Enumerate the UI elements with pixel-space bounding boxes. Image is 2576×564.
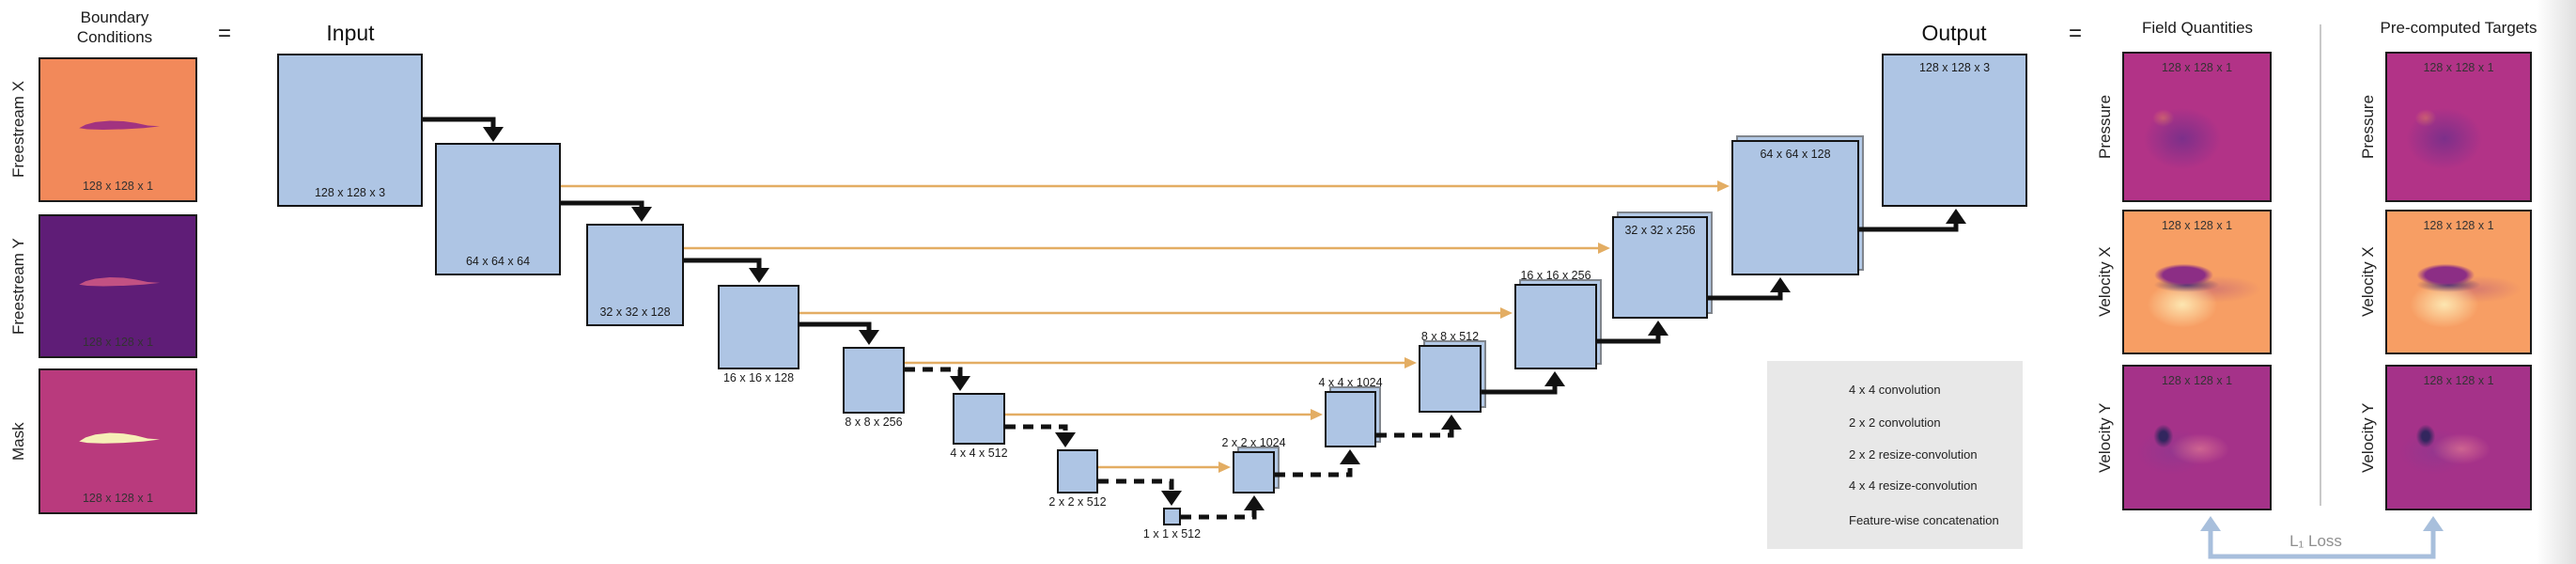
- decoder-block-32: 32 x 32 x 256: [1612, 212, 1713, 319]
- block-dims: 128 x 128 x 3: [1918, 61, 1991, 74]
- block-dims: 128 x 128 x 3: [314, 186, 386, 199]
- target-pressure-label: Pressure: [2359, 94, 2377, 160]
- target-pressure-dims: 128 x 128 x 1: [2423, 61, 2494, 74]
- decoder-block-4: 4 x 4 x 1024: [1318, 376, 1383, 447]
- legend-item-2x2-resize-conv: 2 x 2 resize-convolution: [1849, 447, 1978, 462]
- input-title: Input: [326, 21, 375, 45]
- block-dims: 16 x 16 x 128: [722, 371, 795, 384]
- mask-dims: 128 x 128 x 1: [82, 492, 154, 505]
- legend-item-concatenation: Feature-wise concatenation: [1849, 513, 1999, 527]
- encoder-block-128: 128 x 128 x 3: [277, 54, 423, 207]
- block-dims: 2 x 2 x 1024: [1221, 436, 1286, 449]
- boundary-conditions-title-line1: Boundary: [80, 8, 149, 26]
- conv-2x2-arrows: [905, 367, 1174, 492]
- decoder-block-64: 64 x 64 x 128: [1731, 135, 1864, 275]
- precomputed-targets-title: Pre-computed Targets: [2380, 19, 2537, 37]
- airfoil-shape: [79, 120, 161, 130]
- mask-image: 128 x 128 x 1: [39, 368, 197, 514]
- target-velocity-x-image: 128 x 128 x 1: [2385, 210, 2532, 354]
- encoder-block-32: 32 x 32 x 128: [586, 224, 684, 326]
- block-dims: 1 x 1 x 512: [1142, 527, 1202, 540]
- freestream-x-image: 128 x 128 x 1: [39, 57, 197, 202]
- target-velocity-y-image: 128 x 128 x 1: [2385, 365, 2532, 510]
- block-dims: 8 x 8 x 512: [1420, 330, 1480, 343]
- output-title: Output: [1921, 21, 1987, 45]
- legend-item-2x2-conv: 2 x 2 convolution: [1849, 415, 1941, 430]
- field-velocity-y-dims: 128 x 128 x 1: [2161, 374, 2233, 387]
- target-pressure-image: 128 x 128 x 1: [2385, 52, 2532, 202]
- target-velocity-x-label: Velocity X: [2359, 246, 2377, 318]
- field-pressure-dims: 128 x 128 x 1: [2161, 61, 2233, 74]
- equals-sign-left: =: [218, 21, 232, 46]
- block-dims: 64 x 64 x 128: [1760, 148, 1831, 161]
- field-pressure-image: 128 x 128 x 1: [2122, 52, 2272, 202]
- velocity-x-label: Velocity X: [2096, 246, 2114, 318]
- field-quantities-title: Field Quantities: [2141, 19, 2254, 37]
- target-velocity-y-label: Velocity Y: [2359, 402, 2377, 473]
- freestream-x-dims: 128 x 128 x 1: [82, 180, 154, 193]
- freestream-y-dims: 128 x 128 x 1: [82, 336, 154, 349]
- boundary-conditions-title-line2: Conditions: [76, 28, 153, 46]
- encoder-block-64: 64 x 64 x 64: [435, 143, 561, 275]
- block-dims: 2 x 2 x 512: [1048, 495, 1107, 509]
- block-dims: 8 x 8 x 256: [845, 415, 903, 429]
- decoder-block-2: 2 x 2 x 1024: [1221, 436, 1286, 494]
- legend-item-4x4-conv: 4 x 4 convolution: [1849, 383, 1941, 397]
- airfoil-shape: [79, 432, 161, 444]
- encoder-block-2: 2 x 2 x 512: [1048, 449, 1107, 509]
- freestream-x-label: Freestream X: [9, 81, 27, 179]
- field-velocity-x-image: 128 x 128 x 1: [2122, 210, 2272, 354]
- legend-box: [1767, 361, 2023, 549]
- equals-sign-right: =: [2069, 21, 2083, 46]
- freestream-y-label: Freestream Y: [9, 238, 27, 335]
- field-velocity-y-image: 128 x 128 x 1: [2122, 365, 2272, 510]
- page-edge-fade: [2537, 0, 2576, 564]
- decoder-block-16: 16 x 16 x 256: [1514, 269, 1602, 369]
- output-block-128: 128 x 128 x 3: [1882, 54, 2027, 207]
- bottleneck-block-1: 1 x 1 x 512: [1143, 508, 1201, 540]
- block-dims: 64 x 64 x 64: [465, 255, 531, 268]
- encoder-block-8: 8 x 8 x 256: [843, 347, 905, 429]
- l1-loss-arrowheads: [2200, 516, 2444, 531]
- block-dims: 4 x 4 x 512: [950, 446, 1008, 460]
- velocity-y-label: Velocity Y: [2096, 402, 2114, 473]
- block-dims: 32 x 32 x 128: [599, 306, 671, 319]
- boundary-conditions-title: Boundary Conditions: [30, 8, 199, 47]
- block-dims: 32 x 32 x 256: [1624, 224, 1696, 237]
- target-velocity-y-dims: 128 x 128 x 1: [2423, 374, 2494, 387]
- encoder-block-4: 4 x 4 x 512: [950, 393, 1008, 460]
- encoder-block-16: 16 x 16 x 128: [718, 285, 799, 384]
- target-velocity-x-dims: 128 x 128 x 1: [2423, 219, 2494, 232]
- pressure-label: Pressure: [2096, 94, 2114, 160]
- decoder-block-8: 8 x 8 x 512: [1419, 330, 1486, 413]
- field-velocity-x-dims: 128 x 128 x 1: [2161, 219, 2233, 232]
- column-divider: [2320, 24, 2321, 506]
- legend-item-4x4-resize-conv: 4 x 4 resize-convolution: [1849, 478, 1978, 493]
- mask-label: Mask: [9, 422, 27, 461]
- block-dims: 4 x 4 x 1024: [1318, 376, 1383, 389]
- freestream-y-image: 128 x 128 x 1: [39, 214, 197, 358]
- airfoil-shape: [79, 277, 161, 287]
- block-dims: 16 x 16 x 256: [1520, 269, 1591, 282]
- l1-loss-label: L₁ Loss: [2289, 532, 2342, 550]
